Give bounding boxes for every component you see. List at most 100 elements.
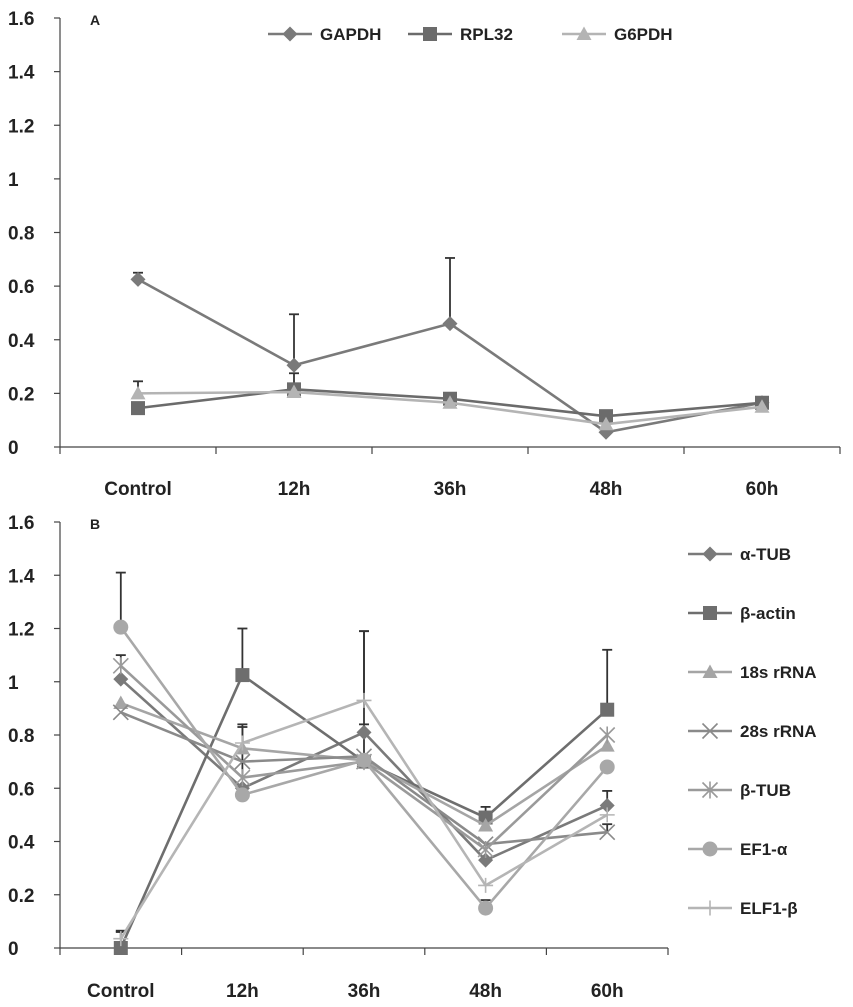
- y-tick-label: 1.2: [8, 116, 34, 137]
- legend-label: G6PDH: [614, 25, 673, 44]
- series-0: [113, 671, 615, 868]
- data-point: [113, 619, 129, 635]
- data-point: [478, 900, 494, 916]
- error-bars-4: [115, 654, 248, 778]
- legend-item: ELF1-β: [688, 899, 798, 918]
- data-point: [600, 702, 615, 717]
- data-point: [599, 409, 613, 424]
- x-tick-label: 36h: [434, 479, 467, 500]
- x-tick-label: 12h: [226, 981, 259, 1002]
- legend-item: G6PDH: [562, 25, 673, 44]
- y-tick-label: 0: [8, 438, 19, 459]
- legend-item: 18s rRNA: [688, 663, 817, 682]
- data-point: [113, 941, 128, 955]
- legend-marker: [702, 546, 718, 562]
- x-tick-label: 36h: [348, 981, 381, 1002]
- data-point: [234, 769, 251, 787]
- data-point: [478, 852, 494, 868]
- chart-panel-a: 0 0.2 0.4 0.6 0.8 1 1.2 1.4 1.6 Control 12h 36h 48h 6…: [8, 9, 841, 500]
- data-point: [478, 818, 494, 832]
- series-6: [113, 692, 615, 947]
- legend-item: α-TUB: [688, 545, 791, 564]
- legend-marker: [703, 606, 717, 620]
- data-point: [442, 395, 458, 409]
- error-bars-3: [602, 823, 613, 833]
- legend: α-TUB β-actin 18s rRNA 28s rRNA β-TUB EF1-α EL…: [688, 545, 817, 918]
- y-tick-label: 0: [8, 939, 19, 960]
- data-point: [478, 810, 493, 825]
- data-point: [754, 399, 770, 413]
- y-tick-label: 1.6: [8, 513, 34, 534]
- data-point: [112, 657, 129, 675]
- legend-marker: [576, 26, 592, 40]
- legend-item: β-actin: [688, 604, 796, 623]
- data-point: [356, 752, 372, 768]
- data-point: [599, 759, 615, 775]
- data-point: [356, 692, 372, 708]
- data-point: [235, 668, 250, 683]
- legend-label: RPL32: [460, 25, 513, 44]
- x-tick-label: Control: [104, 479, 172, 500]
- legend-marker: [282, 26, 298, 42]
- legend-marker: [702, 664, 718, 678]
- legend-label: 18s rRNA: [740, 663, 817, 682]
- y-tick-label: 1: [8, 673, 19, 694]
- legend-label: GAPDH: [320, 25, 381, 44]
- y-tick-label: 0.4: [8, 331, 35, 352]
- panel-label: B: [90, 516, 100, 532]
- y-tick-label: 0.4: [8, 833, 35, 854]
- legend-item: β-TUB: [688, 781, 791, 800]
- x-tick-label: 60h: [746, 479, 779, 500]
- data-point: [112, 704, 129, 721]
- data-point: [113, 695, 129, 710]
- legend-marker: [701, 781, 719, 799]
- y-tick-label: 1.2: [8, 620, 34, 641]
- y-tick-label: 0.6: [8, 779, 34, 800]
- legend-label: α-TUB: [740, 545, 791, 564]
- x-tick-label: 48h: [590, 479, 623, 500]
- data-point: [234, 735, 250, 751]
- legend-label: ELF1-β: [740, 899, 798, 918]
- chart-panel-b: 0 0.2 0.4 0.6 0.8 1 1.2 1.4 1.6 Control 12h 36h 48h 6…: [8, 513, 817, 1002]
- data-point: [113, 931, 129, 947]
- legend-marker: [702, 900, 718, 916]
- data-point: [286, 357, 302, 373]
- legend-marker: [423, 27, 437, 41]
- data-point: [599, 726, 616, 744]
- y-tick-label: 1.4: [8, 566, 35, 587]
- data-point: [599, 807, 615, 823]
- data-point: [234, 753, 251, 770]
- y-tick-label: 0.8: [8, 224, 34, 245]
- legend-item: EF1-α: [688, 840, 788, 859]
- legend-item: GAPDH: [268, 25, 381, 44]
- y-tick-label: 1.4: [8, 63, 35, 84]
- data-point: [113, 671, 129, 687]
- x-tick-label: Control: [87, 981, 155, 1002]
- data-point: [234, 787, 250, 803]
- x-tick-label: 60h: [591, 981, 624, 1002]
- x-tick-label: 12h: [278, 479, 311, 500]
- legend-label: EF1-α: [740, 840, 788, 859]
- data-point: [599, 824, 616, 841]
- data-point: [477, 840, 494, 858]
- legend-item: 28s rRNA: [688, 722, 817, 741]
- y-tick-label: 1.6: [8, 9, 34, 30]
- data-point: [478, 877, 494, 893]
- data-point: [599, 738, 615, 752]
- data-point: [130, 385, 146, 400]
- legend-label: β-TUB: [740, 781, 791, 800]
- legend-marker: [701, 722, 719, 740]
- series-2: [130, 384, 770, 431]
- panel-label: A: [90, 12, 100, 28]
- legend-item: RPL32: [408, 25, 513, 44]
- data-point: [598, 416, 614, 431]
- data-point: [131, 401, 145, 416]
- data-point: [130, 271, 146, 287]
- legend-label: β-actin: [740, 604, 796, 623]
- legend-marker: [702, 841, 718, 857]
- y-tick-label: 0.2: [8, 886, 34, 907]
- data-point: [286, 384, 302, 399]
- y-tick-label: 0.6: [8, 277, 34, 298]
- y-tick-label: 0.8: [8, 726, 34, 747]
